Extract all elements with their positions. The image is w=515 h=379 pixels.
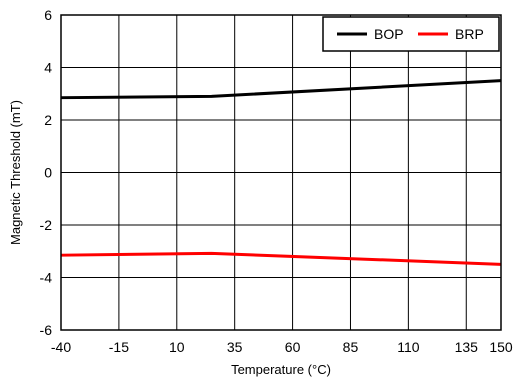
y-tick-label: 0 [44, 165, 52, 181]
x-tick-label: 150 [489, 339, 513, 355]
x-tick-label: 60 [285, 339, 301, 355]
y-tick-label: 6 [44, 7, 52, 23]
x-tick-label: 35 [227, 339, 243, 355]
y-tick-label: 2 [44, 112, 52, 128]
series-lines [60, 79, 502, 266]
series-line-brp [60, 251, 502, 266]
x-axis-ticks: -40 -15 10 35 60 85 110 135 150 [51, 339, 513, 355]
legend: BOP BRP [322, 16, 500, 52]
y-tick-label: 4 [44, 60, 52, 76]
plot-frame [60, 14, 502, 331]
x-tick-label: -40 [51, 339, 71, 355]
x-axis-title: Temperature (°C) [231, 362, 331, 377]
y-axis-ticks: -6 -4 -2 0 2 4 6 [40, 7, 53, 338]
series-line-bop [60, 79, 502, 100]
x-tick-label: 110 [397, 339, 420, 355]
grid [61, 15, 501, 330]
x-tick-label: 135 [455, 339, 479, 355]
legend-label-brp: BRP [455, 26, 484, 42]
y-tick-label: -4 [40, 270, 53, 286]
x-tick-label: -15 [109, 339, 129, 355]
x-tick-label: 10 [169, 339, 185, 355]
y-tick-label: -2 [40, 217, 53, 233]
legend-label-bop: BOP [374, 26, 404, 42]
y-axis-title: Magnetic Threshold (mT) [8, 100, 23, 245]
x-tick-label: 85 [343, 339, 359, 355]
y-tick-label: -6 [40, 322, 53, 338]
